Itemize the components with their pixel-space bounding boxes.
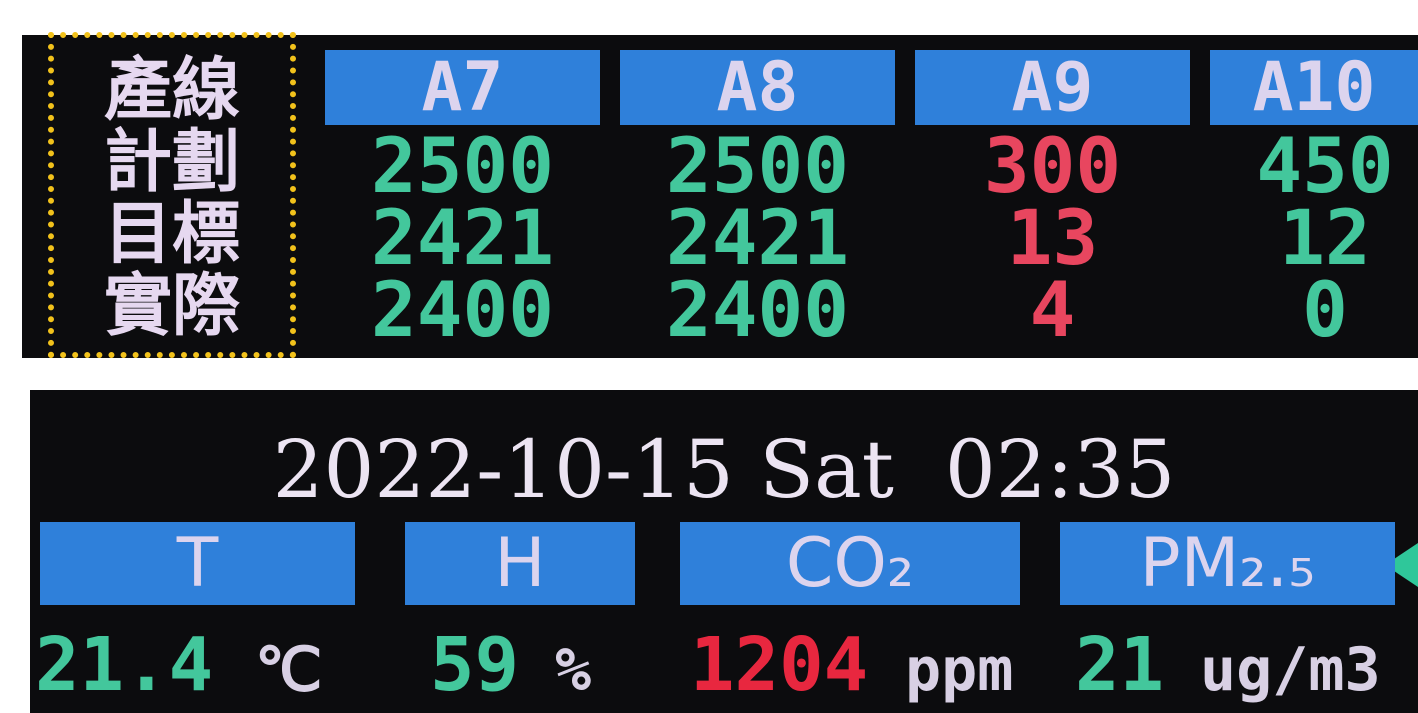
sensor-value: 59 [430, 625, 519, 705]
cell-value: 0 [1210, 272, 1418, 348]
cell-value: 2400 [325, 272, 600, 348]
row-label: 實際 [72, 271, 272, 343]
cell-value: 2400 [620, 272, 895, 348]
sensor-value: 21.4 [35, 625, 213, 705]
row-label: 計劃 [72, 127, 272, 199]
row-label: 產線 [72, 55, 272, 127]
sensor-label: CO₂ [680, 522, 1020, 605]
sensor-value: 1204 [690, 625, 868, 705]
sensor-label: T [40, 522, 355, 605]
sensor-value: 21 [1075, 625, 1164, 705]
sensor-unit: % [555, 630, 591, 710]
row-label: 目標 [72, 199, 272, 271]
column-header: A10 [1210, 50, 1418, 125]
sensor-label: H [405, 522, 635, 605]
sensor-label: PM₂.₅ [1060, 522, 1395, 605]
datetime: 2022-10-15 Sat 02:35 [30, 425, 1418, 515]
cell-value: 4 [915, 272, 1190, 348]
column-header: A9 [915, 50, 1190, 125]
column-header: A7 [325, 50, 600, 125]
sensor-unit: ppm [905, 630, 1013, 710]
sensor-unit: ug/m3 [1200, 630, 1381, 710]
column-header: A8 [620, 50, 895, 125]
sensor-unit: ℃ [255, 630, 322, 710]
page: 2022-10-15 Sat 02:35 (() => { const data… [0, 0, 1418, 713]
